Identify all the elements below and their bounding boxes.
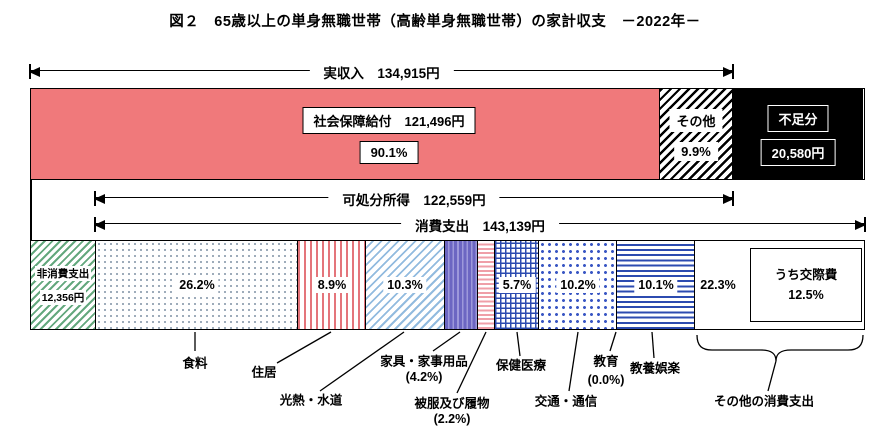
callout-utilities: 光熱・水道	[279, 393, 343, 408]
utilities-pct: 10.3%	[383, 277, 427, 293]
expenditure-bar: 非消費支出 12,356円 26.2% 8.9% 10.3% 5.7% 10.2…	[30, 240, 865, 330]
other-income-pct: 9.9%	[674, 142, 718, 161]
leader-medical	[516, 331, 521, 357]
leader-furniture	[432, 331, 461, 352]
left-edge-connector	[30, 180, 32, 240]
callout-furniture-pct: (4.2%)	[405, 370, 443, 384]
callout-recreation: 教養娯楽	[629, 361, 681, 376]
segment-clothing	[477, 241, 494, 329]
segment-housing: 8.9%	[297, 241, 365, 329]
social-expenses-box: うち交際費 12.5%	[750, 248, 862, 322]
leader-transport	[568, 331, 579, 392]
shortfall-label: 不足分	[767, 105, 829, 132]
leader-education	[609, 331, 617, 352]
income-total-arrow: 実収入 134,915円	[29, 59, 734, 84]
arrowhead-right-icon	[723, 193, 734, 204]
segment-transport: 10.2%	[538, 241, 616, 329]
segment-shortfall: 不足分 20,580円	[732, 89, 863, 179]
arrow-end-tick	[732, 191, 734, 207]
callout-education-pct: (0.0%)	[587, 373, 625, 387]
arrowhead-left-icon	[94, 193, 105, 204]
callout-clothing-pct: (2.2%)	[433, 412, 471, 426]
callout-medical: 保健医療	[495, 358, 547, 373]
shortfall-value: 20,580円	[760, 139, 836, 166]
callout-furniture: 家具・家事用品	[380, 354, 468, 369]
social-expenses-pct: 12.5%	[788, 288, 824, 302]
social-security-label: 社会保障給付 121,496円	[302, 107, 476, 134]
medical-pct: 5.7%	[498, 277, 536, 293]
callout-housing: 住居	[251, 365, 277, 380]
leader-housing	[276, 331, 332, 364]
consumption-label: 消費支出 143,139円	[401, 212, 559, 237]
callout-food: 食料	[182, 356, 208, 371]
arrowhead-right-icon	[723, 66, 734, 77]
transport-pct: 10.2%	[556, 277, 600, 293]
disposable-income-arrow: 可処分所得 122,559円	[94, 186, 734, 211]
segment-other-income: その他 9.9%	[659, 89, 732, 179]
chart-title: 図２ 65歳以上の単身無職世帯（高齢単身無職世帯）の家計収支 －2022年－	[169, 14, 701, 30]
food-pct: 26.2%	[175, 277, 219, 293]
recreation-pct: 10.1%	[634, 277, 678, 293]
callout-education: 教育	[593, 354, 619, 369]
segment-other-consumption: 22.3% うち交際費 12.5%	[694, 241, 863, 329]
arrow-end-tick	[29, 64, 31, 80]
non-consumption-value: 12,356円	[39, 289, 87, 305]
callout-transport: 交通・通信	[534, 394, 598, 409]
segment-recreation: 10.1%	[616, 241, 694, 329]
consumption-arrow: 消費支出 143,139円	[94, 212, 866, 237]
brace-tail	[767, 360, 777, 392]
segment-social-security: 社会保障給付 121,496円 90.1%	[31, 89, 659, 179]
arrowhead-left-icon	[29, 66, 40, 77]
callout-clothing: 被服及び履物	[414, 396, 490, 411]
brace-other-consumption	[696, 334, 864, 362]
arrow-end-tick	[94, 217, 96, 233]
segment-non-consumption: 非消費支出 12,356円	[31, 241, 95, 329]
other-income-label: その他	[669, 109, 723, 132]
disposable-income-label: 可処分所得 122,559円	[328, 186, 500, 211]
income-bar: 社会保障給付 121,496円 90.1% その他 9.9% 不足分 20,58…	[30, 88, 865, 180]
callout-other-consumption: その他の消費支出	[713, 394, 815, 409]
segment-furniture	[444, 241, 477, 329]
arrow-end-tick	[732, 64, 734, 80]
income-total-label: 実収入 134,915円	[309, 59, 454, 84]
arrow-end-tick	[94, 191, 96, 207]
arrowhead-left-icon	[94, 219, 105, 230]
leader-recreation	[651, 331, 655, 359]
segment-medical: 5.7%	[494, 241, 538, 329]
housing-pct: 8.9%	[313, 277, 351, 293]
segment-food: 26.2%	[95, 241, 297, 329]
non-consumption-label: 非消費支出	[34, 265, 92, 281]
arrow-end-tick	[864, 217, 866, 233]
arrowhead-right-icon	[855, 219, 866, 230]
social-security-pct: 90.1%	[359, 141, 419, 164]
social-expenses-label: うち交際費	[774, 268, 838, 282]
segment-utilities: 10.3%	[365, 241, 444, 329]
other-consumption-pct: 22.3%	[696, 277, 740, 293]
